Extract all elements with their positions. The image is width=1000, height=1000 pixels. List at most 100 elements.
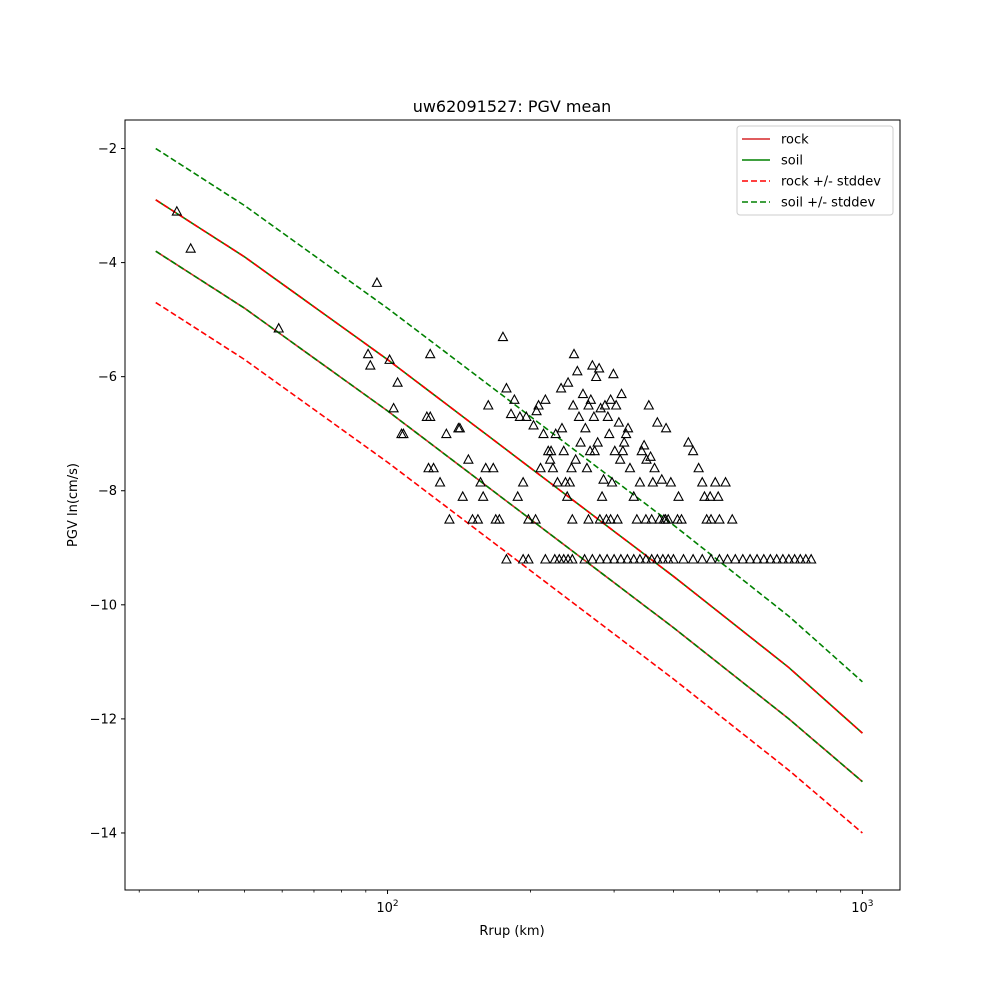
data-point [593,362,605,373]
data-point [638,439,650,450]
data-point [595,402,607,413]
data-point [539,393,551,404]
data-point [583,399,594,410]
data-point [709,476,721,487]
data-point [530,513,541,524]
data-point [726,513,738,524]
data-point [487,462,499,473]
data-point [533,399,544,410]
data-point [501,382,512,393]
data-point [696,476,708,487]
data-point [699,490,710,501]
data-point [579,422,591,433]
data-point [424,410,436,421]
data-point [475,476,486,487]
data-point [605,513,617,524]
observed-points [171,205,817,564]
data-point [556,422,568,433]
legend-label: rock [781,133,809,148]
y-axis: −14 −12 −10 −8 −6 −4 −2 [90,142,125,841]
data-point [501,553,512,564]
data-point [729,553,741,564]
data-point [566,553,578,564]
data-point [535,462,546,473]
data-point [588,410,600,421]
data-point [777,553,789,564]
y-tick-label: −4 [98,256,117,271]
data-point [539,553,551,564]
data-point [545,445,557,456]
data-point [628,490,640,501]
data-point [397,428,409,439]
data-point [586,553,598,564]
chart-title: uw62091527: PGV mean [413,97,612,116]
data-point [544,453,556,464]
data-point [528,419,539,430]
data-point [665,476,677,487]
data-point [621,553,633,564]
data-point [607,368,619,379]
data-point [590,371,602,382]
data-point [693,462,705,473]
data-point [454,422,466,433]
data-point [562,376,574,387]
data-point [440,428,452,439]
data-point [657,553,669,564]
data-point [480,462,492,473]
data-point [647,476,659,487]
data-point [514,410,526,421]
data-point [605,393,617,404]
data-point [362,348,374,359]
data-point [599,399,611,410]
data-point [676,513,687,524]
data-point [171,205,183,216]
data-point [682,436,694,447]
data-point [477,490,489,501]
data-point [493,513,505,524]
data-point [364,359,376,370]
curve-rock-minus-stddev [155,301,863,834]
data-point [566,513,578,524]
data-point [434,476,446,487]
data-point [424,348,436,359]
data-point [751,553,763,564]
data-point [589,445,601,456]
data-point [618,436,630,447]
data-point [555,382,567,393]
data-point [577,388,589,399]
data-point [579,553,591,564]
data-point [575,436,587,447]
y-tick-label: −14 [90,826,117,841]
curve-soil-plus-stddev [155,147,863,683]
data-point [573,410,585,421]
data-point [457,490,469,501]
data-point [758,553,770,564]
data-point [720,476,731,487]
data-point [687,445,699,456]
x-axis-label: Rrup (km) [479,924,544,939]
data-point [567,399,579,410]
data-point [371,276,383,287]
data-point [392,376,404,387]
data-point [273,322,285,333]
data-point [472,513,484,524]
data-point [737,553,749,564]
legend-label: soil +/- stddev [781,196,876,211]
data-point [678,553,689,564]
data-point [634,553,646,564]
data-point [687,553,699,564]
data-point [800,553,812,564]
data-point [552,476,563,487]
data-point [608,553,620,564]
legend-label: soil [781,154,803,169]
data-point [566,462,577,473]
data-point [596,490,608,501]
data-point [640,513,652,524]
data-point [646,553,658,564]
data-point [497,331,509,342]
data-point [583,513,594,524]
x-axis: 102 103 [138,890,874,916]
data-point [646,513,658,524]
data-point [594,553,606,564]
